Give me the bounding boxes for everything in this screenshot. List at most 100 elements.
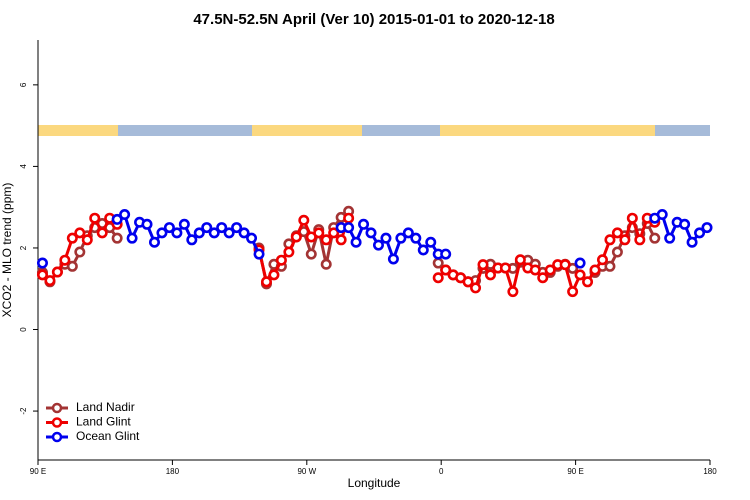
data-point: [305, 248, 317, 260]
data-point: [320, 258, 332, 270]
data-point: [477, 259, 489, 271]
data-point: [395, 232, 407, 244]
legend-label: Land Nadir: [76, 400, 135, 414]
data-point: [313, 227, 325, 239]
data-point: [193, 227, 205, 239]
data-point: [298, 214, 310, 226]
data-point: [74, 227, 86, 239]
data-point: [350, 236, 362, 248]
data-point: [66, 260, 78, 272]
data-point: [626, 212, 638, 224]
data-point: [567, 286, 579, 298]
data-point: [51, 266, 63, 278]
legend-label: Land Glint: [76, 415, 131, 429]
data-point: [484, 269, 496, 281]
data-point: [604, 234, 616, 246]
data-point: [36, 257, 48, 269]
data-point: [544, 264, 556, 276]
data-point: [59, 254, 71, 266]
data-point: [499, 262, 511, 274]
data-point: [649, 232, 661, 244]
data-point: [402, 227, 414, 239]
data-point: [358, 218, 370, 230]
data-point: [186, 234, 198, 246]
data-point: [260, 276, 272, 288]
data-point: [656, 209, 668, 221]
data-point: [440, 248, 452, 260]
data-point: [372, 239, 384, 251]
x-axis-label: Longitude: [348, 476, 401, 490]
data-point: [432, 272, 444, 284]
data-point: [604, 260, 616, 272]
data-point: [574, 269, 586, 281]
data-point: [559, 259, 571, 271]
data-point: [268, 269, 280, 281]
data-point: [66, 232, 78, 244]
data-point: [679, 218, 691, 230]
data-point: [320, 234, 332, 246]
data-point: [111, 232, 123, 244]
data-point: [96, 227, 108, 239]
data-point: [537, 272, 549, 284]
chart-title: 47.5N-52.5N April (Ver 10) 2015-01-01 to…: [193, 11, 554, 28]
data-point: [664, 232, 676, 244]
data-point: [283, 246, 295, 258]
data-point: [44, 275, 56, 287]
data-point: [462, 276, 474, 288]
data-point: [574, 257, 586, 269]
y-tick-label: 2: [19, 245, 28, 250]
data-point: [201, 222, 213, 234]
y-tick-label: 6: [19, 82, 28, 87]
data-point: [290, 231, 302, 243]
data-point: [529, 264, 541, 276]
x-tick-label: 0: [439, 467, 444, 476]
data-point: [514, 254, 526, 266]
legend-marker: [51, 402, 63, 414]
x-tick-label: 90 E: [30, 467, 46, 476]
data-point: [343, 212, 355, 224]
data-point: [410, 232, 422, 244]
data-point: [89, 212, 101, 224]
y-tick-label: 0: [19, 327, 28, 332]
data-point: [36, 269, 48, 281]
data-point: [694, 227, 706, 239]
data-point: [275, 254, 287, 266]
data-point: [111, 213, 123, 225]
data-point: [246, 232, 258, 244]
data-point: [335, 234, 347, 246]
data-point: [380, 232, 392, 244]
data-point: [634, 234, 646, 246]
y-axis-label: XCO2 - MLO trend (ppm): [0, 183, 14, 318]
data-point: [216, 222, 228, 234]
data-point: [701, 222, 713, 234]
data-point: [238, 227, 250, 239]
legend-marker: [51, 417, 63, 428]
x-tick-label: 180: [703, 467, 717, 476]
data-point: [611, 246, 623, 258]
data-point: [440, 264, 452, 276]
y-tick-label: 4: [19, 164, 28, 169]
data-point: [425, 236, 437, 248]
data-point: [619, 234, 631, 246]
data-point: [231, 222, 243, 234]
x-tick-label: 90 W: [297, 467, 316, 476]
data-point: [387, 253, 399, 265]
data-point: [171, 227, 183, 239]
x-tick-label: 180: [166, 467, 180, 476]
land-ocean-strip: [38, 125, 710, 136]
data-point: [119, 209, 131, 221]
legend-marker: [51, 431, 63, 443]
data-point: [432, 257, 444, 269]
data-point: [343, 222, 355, 234]
data-point: [74, 246, 86, 258]
data-point: [365, 227, 377, 239]
data-point: [163, 222, 175, 234]
data-point: [148, 236, 160, 248]
data-point: [223, 227, 235, 239]
data-point: [596, 254, 608, 266]
data-point: [507, 286, 519, 298]
data-point: [589, 264, 601, 276]
data-point: [253, 248, 265, 260]
data-point: [611, 227, 623, 239]
